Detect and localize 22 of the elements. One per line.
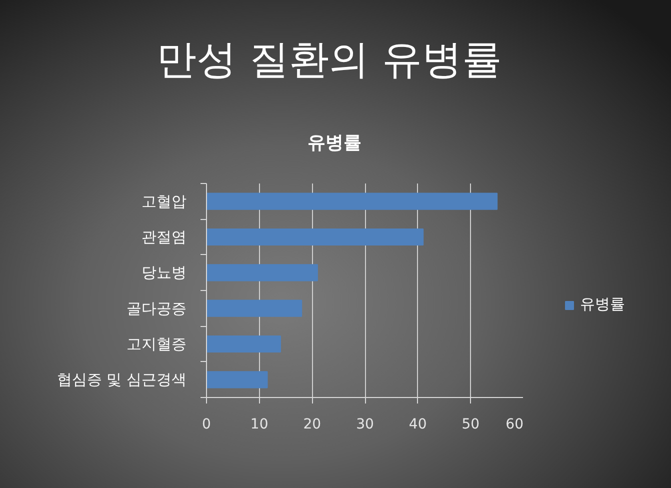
legend-label: 유병률 [580,295,625,314]
y-tick-label: 당뇨병 [142,264,186,282]
y-tick-label: 관절염 [142,228,186,246]
y-tick-label: 고혈압 [142,192,186,210]
x-tick-label: 20 [303,416,322,432]
x-tick-label: 10 [250,416,268,432]
bar [206,264,318,282]
x-tick-label: 60 [506,416,524,432]
x-tick-label: 30 [356,416,374,432]
y-tick-label: 골다공증 [126,299,186,318]
y-tick-label: 협심증 및 심근경색 [56,370,187,389]
bar [206,335,281,353]
chart-subtitle: 유병률 [308,132,362,154]
bar [206,228,424,246]
x-tick-label: 0 [202,416,211,432]
bar [206,371,268,388]
bar [206,192,498,210]
x-tick-label: 40 [408,416,427,432]
chart-title: 만성 질환의 유병률 [156,37,502,83]
x-tick-label: 50 [462,416,480,432]
bar [206,300,302,317]
y-tick-label: 고지혈증 [126,335,186,353]
